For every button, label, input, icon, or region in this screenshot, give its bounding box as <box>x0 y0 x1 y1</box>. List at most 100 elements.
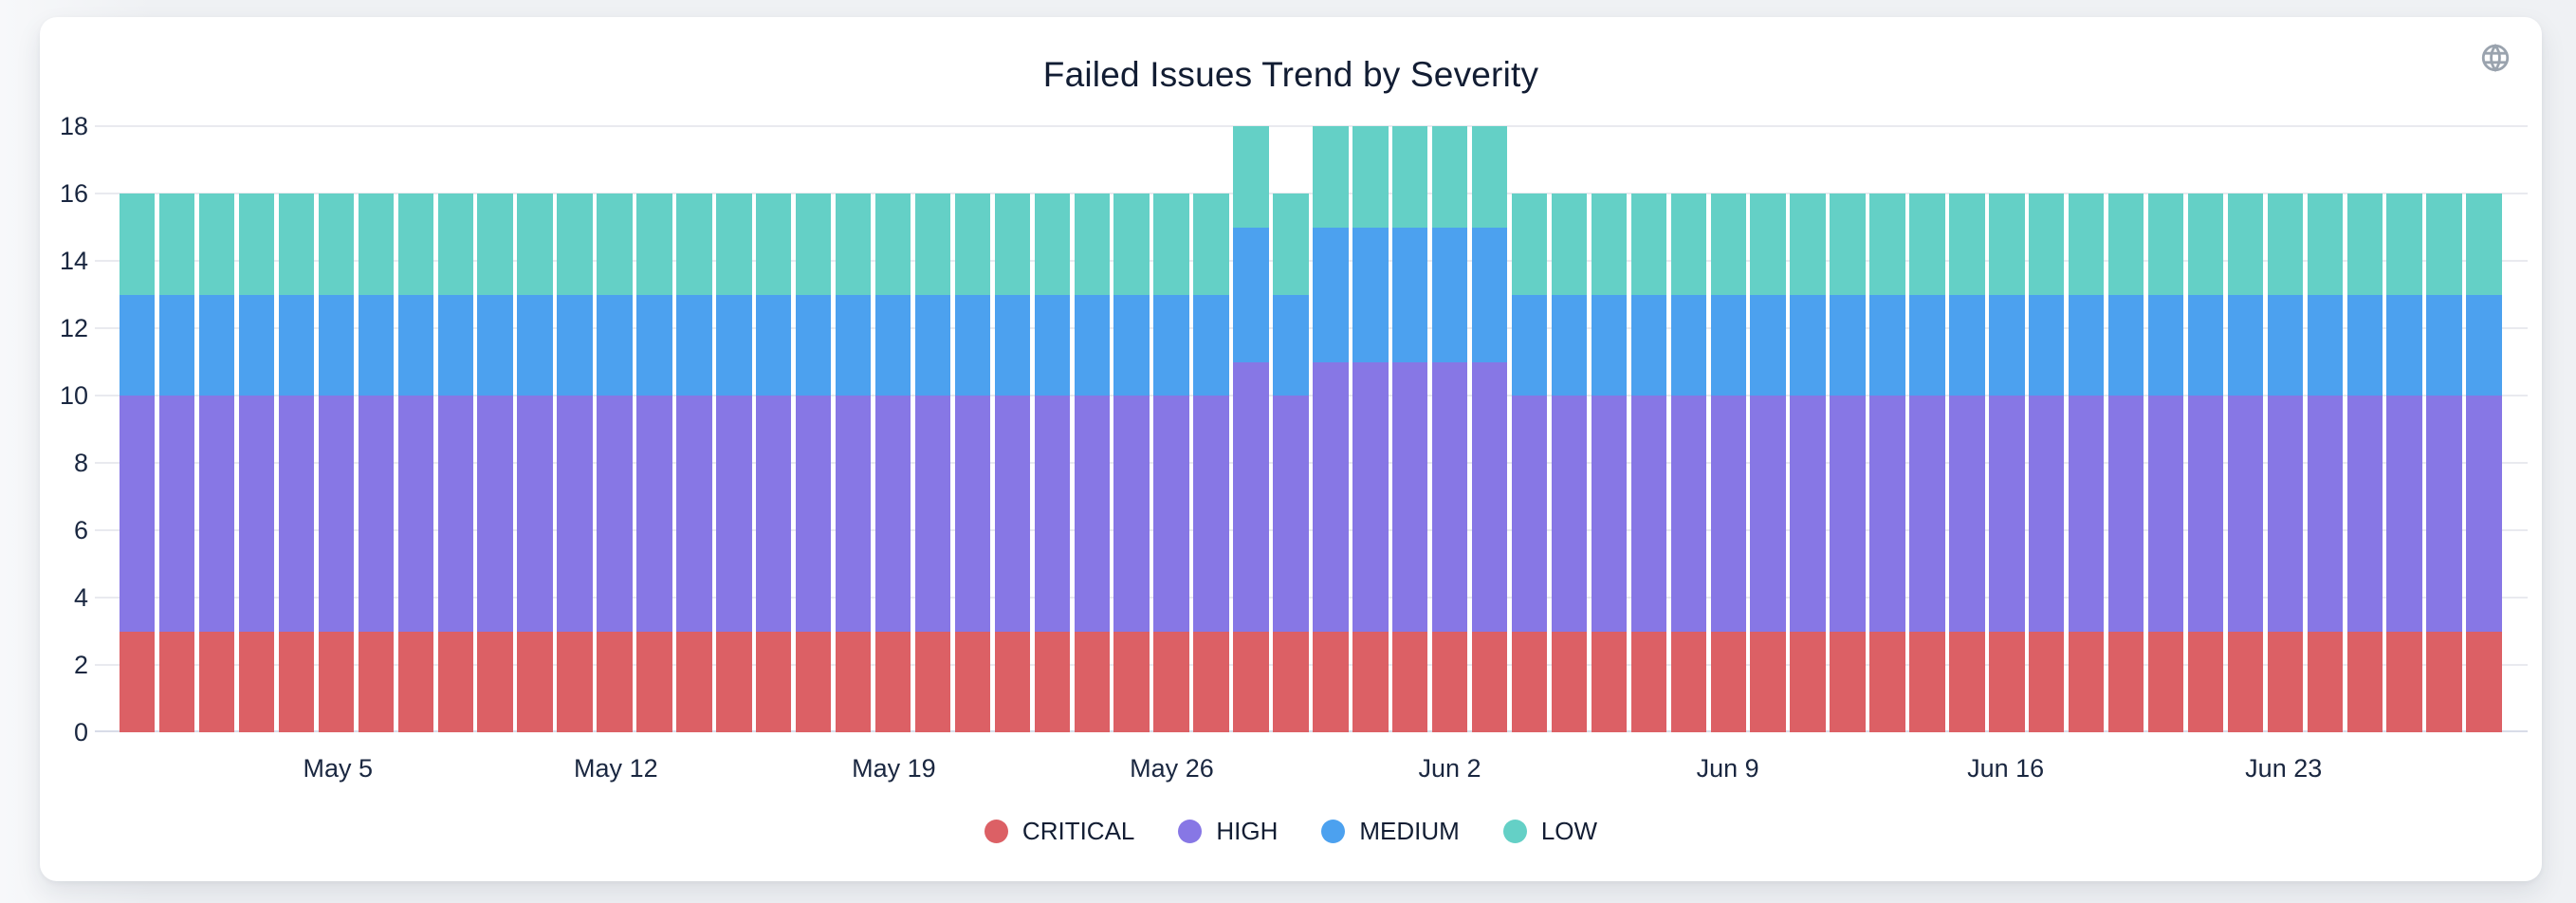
stacked-bar-jun-10[interactable] <box>1750 126 1786 732</box>
bar-segment-medium <box>437 294 473 396</box>
bar-segment-medium <box>517 294 553 396</box>
stacked-bar-may-18[interactable] <box>835 126 872 732</box>
stacked-bar-may-27[interactable] <box>1193 126 1229 732</box>
stacked-bar-may-3[interactable] <box>238 126 275 732</box>
bar-segment-high <box>994 396 1031 632</box>
stacked-bar-jun-25[interactable] <box>2346 126 2383 732</box>
bar-segment-high <box>914 396 951 632</box>
legend-item-low[interactable]: LOW <box>1502 817 1597 846</box>
bar-segment-low <box>2227 194 2264 295</box>
legend-item-high[interactable]: HIGH <box>1178 817 1278 846</box>
bar-segment-low <box>358 194 395 295</box>
bar-segment-low <box>2307 194 2343 295</box>
stacked-bar-may-22[interactable] <box>994 126 1031 732</box>
bar-segment-critical <box>1074 631 1110 732</box>
stacked-bar-may-20[interactable] <box>914 126 951 732</box>
stacked-bar-may-30[interactable] <box>1313 126 1349 732</box>
bar-segment-low <box>2466 194 2502 295</box>
bar-segment-medium <box>2426 294 2462 396</box>
bar-segment-low <box>158 194 195 295</box>
stacked-bar-may-26[interactable] <box>1153 126 1189 732</box>
stacked-bar-may-7[interactable] <box>397 126 433 732</box>
stacked-bar-may-13[interactable] <box>636 126 672 732</box>
stacked-bar-may-25[interactable] <box>1113 126 1150 732</box>
bar-segment-critical <box>756 631 792 732</box>
stacked-bar-may-28[interactable] <box>1233 126 1269 732</box>
stacked-bar-jun-21[interactable] <box>2187 126 2224 732</box>
bar-segment-low <box>238 194 275 295</box>
stacked-bar-jun-2[interactable] <box>1431 126 1468 732</box>
stacked-bar-jun-16[interactable] <box>1989 126 2025 732</box>
bar-segment-high <box>318 396 355 632</box>
bar-segment-high <box>1153 396 1189 632</box>
stacked-bar-may-19[interactable] <box>874 126 911 732</box>
bar-segment-medium <box>1790 294 1826 396</box>
bar-segment-medium <box>2466 294 2502 396</box>
bar-segment-medium <box>2227 294 2264 396</box>
bar-segment-medium <box>1909 294 1945 396</box>
stacked-bar-may-24[interactable] <box>1074 126 1110 732</box>
stacked-bar-may-8[interactable] <box>437 126 473 732</box>
stacked-bar-may-31[interactable] <box>1352 126 1389 732</box>
stacked-bar-may-15[interactable] <box>716 126 752 732</box>
stacked-bar-jun-24[interactable] <box>2307 126 2343 732</box>
stacked-bar-jun-8[interactable] <box>1670 126 1706 732</box>
stacked-bar-jun-9[interactable] <box>1710 126 1746 732</box>
bar-segment-high <box>1193 396 1229 632</box>
stacked-bar-jun-19[interactable] <box>2107 126 2144 732</box>
stacked-bar-jun-7[interactable] <box>1630 126 1667 732</box>
bar-segment-medium <box>198 294 235 396</box>
stacked-bar-jun-14[interactable] <box>1909 126 1945 732</box>
stacked-bar-jun-3[interactable] <box>1471 126 1508 732</box>
bar-segment-medium <box>1471 227 1508 362</box>
bar-segment-high <box>2426 396 2462 632</box>
bar-segment-critical <box>597 631 633 732</box>
stacked-bar-may-14[interactable] <box>676 126 712 732</box>
bar-segment-low <box>1869 194 1905 295</box>
stacked-bar-jun-22[interactable] <box>2227 126 2264 732</box>
stacked-bar-may-1[interactable] <box>158 126 195 732</box>
legend-item-medium[interactable]: MEDIUM <box>1321 817 1460 846</box>
stacked-bar-may-4[interactable] <box>278 126 315 732</box>
stacked-bar-jun-11[interactable] <box>1790 126 1826 732</box>
stacked-bar-jun-6[interactable] <box>1591 126 1628 732</box>
stacked-bar-jun-18[interactable] <box>2068 126 2105 732</box>
stacked-bar-may-12[interactable] <box>597 126 633 732</box>
legend-item-critical[interactable]: CRITICAL <box>984 817 1134 846</box>
stacked-bar-may-16[interactable] <box>756 126 792 732</box>
stacked-bar-jun-4[interactable] <box>1511 126 1548 732</box>
stacked-bar-jun-5[interactable] <box>1551 126 1588 732</box>
stacked-bar-may-29[interactable] <box>1273 126 1309 732</box>
bar-segment-critical <box>120 631 156 732</box>
stacked-bar-may-17[interactable] <box>795 126 832 732</box>
stacked-bar-jun-1[interactable] <box>1392 126 1428 732</box>
stacked-bar-jun-13[interactable] <box>1869 126 1905 732</box>
stacked-bar-jun-23[interactable] <box>2267 126 2304 732</box>
bar-segment-medium <box>1511 294 1548 396</box>
stacked-bar-jun-12[interactable] <box>1830 126 1866 732</box>
globe-icon[interactable] <box>2479 42 2512 74</box>
stacked-bar-jun-20[interactable] <box>2147 126 2184 732</box>
stacked-bar-may-21[interactable] <box>954 126 991 732</box>
stacked-bar-may-6[interactable] <box>358 126 395 732</box>
stacked-bar-may-10[interactable] <box>517 126 553 732</box>
stacked-bar-jun-15[interactable] <box>1949 126 1985 732</box>
stacked-bar-may-5[interactable] <box>318 126 355 732</box>
bar-segment-medium <box>597 294 633 396</box>
bar-segment-medium <box>2107 294 2144 396</box>
stacked-bar-may-9[interactable] <box>477 126 513 732</box>
stacked-bar-jun-26[interactable] <box>2386 126 2422 732</box>
stacked-bar-may-11[interactable] <box>557 126 593 732</box>
bar-segment-critical <box>994 631 1031 732</box>
bar-segment-high <box>1949 396 1985 632</box>
bar-segment-high <box>477 396 513 632</box>
stacked-bar-apr-30[interactable] <box>120 126 156 732</box>
stacked-bar-may-2[interactable] <box>198 126 235 732</box>
bar-segment-low <box>756 194 792 295</box>
stacked-bar-may-23[interactable] <box>1034 126 1070 732</box>
stacked-bar-jun-17[interactable] <box>2029 126 2065 732</box>
stacked-bar-jun-27[interactable] <box>2426 126 2462 732</box>
y-axis-labels: 0 2 4 6 8 10 12 14 16 18 <box>40 112 88 746</box>
bar-segment-critical <box>795 631 832 732</box>
stacked-bar-jun-28[interactable] <box>2466 126 2502 732</box>
